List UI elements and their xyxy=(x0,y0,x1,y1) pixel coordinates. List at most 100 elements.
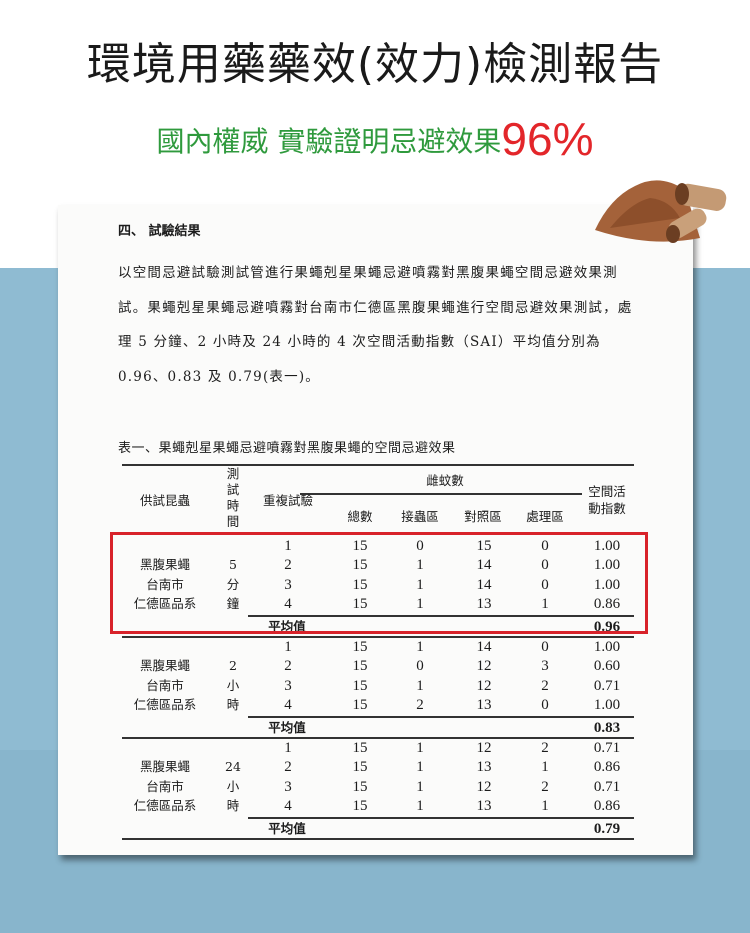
table-cell: 0 xyxy=(416,658,424,675)
table-cell: 0 xyxy=(541,538,549,554)
table-cell: 0 xyxy=(416,538,424,554)
table-cell: 2 xyxy=(541,740,549,756)
table-cell: 2 xyxy=(541,778,549,795)
group-rule xyxy=(122,838,634,840)
table-cell: 0.71 xyxy=(593,778,621,795)
group-rule xyxy=(122,737,634,739)
highlight-box xyxy=(110,532,648,634)
table-cell: 2 xyxy=(541,677,549,694)
table-cell: 15 xyxy=(352,797,368,814)
table-cell: 15 xyxy=(352,595,368,612)
insect-label: 黑腹果蠅 xyxy=(139,759,191,775)
table-cell: 4 xyxy=(284,595,292,612)
table-cell: 2 xyxy=(284,658,292,675)
insect-label: 台南市 xyxy=(146,778,184,794)
table-cell: 15 xyxy=(352,778,368,795)
table-cell: 13 xyxy=(476,595,492,612)
table-cell: 0 xyxy=(541,696,549,713)
table-cell: 0.86 xyxy=(593,759,621,776)
table-cell: 1 xyxy=(416,557,424,574)
table-cell: 15 xyxy=(352,759,368,776)
table-cell: 1 xyxy=(284,639,292,655)
table-cell: 12 xyxy=(476,658,492,675)
table-cell: 15 xyxy=(352,639,368,655)
table-top-rule xyxy=(122,464,634,466)
table-cell: 0.86 xyxy=(593,797,621,814)
header-sai: 空間活 xyxy=(588,484,626,499)
table-cell: 1.00 xyxy=(593,639,621,655)
table-cell: 1 xyxy=(416,740,424,756)
table-cell: 15 xyxy=(352,677,368,694)
table-cell: 1 xyxy=(541,595,549,612)
table-cell: 0.71 xyxy=(593,677,621,694)
average-value: 0.83 xyxy=(593,720,621,736)
table-cell: 15 xyxy=(352,557,368,574)
header-insect: 供試昆蟲 xyxy=(139,493,191,508)
table-cell: 13 xyxy=(476,696,492,713)
table-cell: 1 xyxy=(541,759,549,776)
report-document xyxy=(58,205,693,855)
page-title: 環境用藥藥效(效力)檢測報告 xyxy=(86,39,664,90)
header-release: 接蟲區 xyxy=(401,509,439,524)
table-cell: 12 xyxy=(476,778,492,795)
table-caption: 表一、果蠅剋星果蠅忌避噴霧對黑腹果蠅的空間忌避效果 xyxy=(118,441,456,456)
average-label: 平均值 xyxy=(268,619,306,634)
table-cell: 0 xyxy=(541,557,549,574)
table-cell: 1 xyxy=(416,639,424,655)
table-cell: 14 xyxy=(476,639,492,655)
table-cell: 1.00 xyxy=(593,557,621,574)
table-cell: 4 xyxy=(284,797,292,814)
table-cell: 1 xyxy=(541,797,549,814)
insect-label: 仁德區品系 xyxy=(133,696,197,712)
insect-label: 仁德區品系 xyxy=(133,595,197,611)
table-cell: 2 xyxy=(284,759,292,776)
table-cell: 4 xyxy=(284,696,292,713)
table-cell: 13 xyxy=(476,759,492,776)
section-heading: 四、 試驗結果 xyxy=(118,224,201,239)
average-label: 平均值 xyxy=(268,720,306,735)
time-label: 時 xyxy=(226,696,240,712)
average-rule xyxy=(248,615,634,617)
table-cell: 3 xyxy=(541,658,549,675)
table-cell: 1 xyxy=(416,759,424,776)
time-label: 鐘 xyxy=(226,595,240,611)
subheader-rule xyxy=(300,493,582,495)
time-label: 分 xyxy=(226,576,240,592)
highlight-percentage: 96% xyxy=(501,113,594,165)
table-cell: 0.86 xyxy=(593,595,621,612)
table-cell: 12 xyxy=(476,740,492,756)
table-cell: 1 xyxy=(416,797,424,814)
average-rule xyxy=(248,716,634,718)
table-cell: 3 xyxy=(284,576,292,593)
insect-label: 仁德區品系 xyxy=(133,797,197,813)
table-cell: 15 xyxy=(352,658,368,675)
time-label: 小 xyxy=(226,778,240,794)
table-cell: 1 xyxy=(284,538,292,554)
results-paragraph: 以空間忌避試驗測試管進行果蠅剋星果蠅忌避噴霧對黑腹果蠅空間忌避效果測試。果蠅剋星… xyxy=(118,265,633,385)
table-cell: 3 xyxy=(284,778,292,795)
table-cell: 15 xyxy=(352,740,368,756)
group-rule xyxy=(122,636,634,638)
table-cell: 14 xyxy=(476,557,492,574)
table-cell: 15 xyxy=(352,538,368,554)
table-cell: 1.00 xyxy=(593,576,621,593)
insect-label: 黑腹果蠅 xyxy=(139,557,191,573)
average-label: 平均值 xyxy=(268,821,306,836)
table-cell: 1.00 xyxy=(593,696,621,713)
header-time: 測試時間 xyxy=(226,466,240,529)
table-cell: 1 xyxy=(416,576,424,593)
table-cell: 0 xyxy=(541,639,549,655)
average-rule xyxy=(248,817,634,819)
table-cell: 0.60 xyxy=(593,658,621,675)
insect-label: 台南市 xyxy=(146,677,184,693)
header-treat: 處理區 xyxy=(526,509,564,524)
time-label: 5 xyxy=(229,557,237,573)
table-cell: 1.00 xyxy=(593,538,621,554)
header-rep: 重複試驗 xyxy=(262,493,314,508)
time-label: 小 xyxy=(226,677,240,693)
table-cell: 3 xyxy=(284,677,292,694)
header-sai: 動指數 xyxy=(588,501,626,516)
table-cell: 0 xyxy=(541,576,549,593)
table-cell: 1 xyxy=(416,677,424,694)
cinnamon-image xyxy=(595,180,727,243)
